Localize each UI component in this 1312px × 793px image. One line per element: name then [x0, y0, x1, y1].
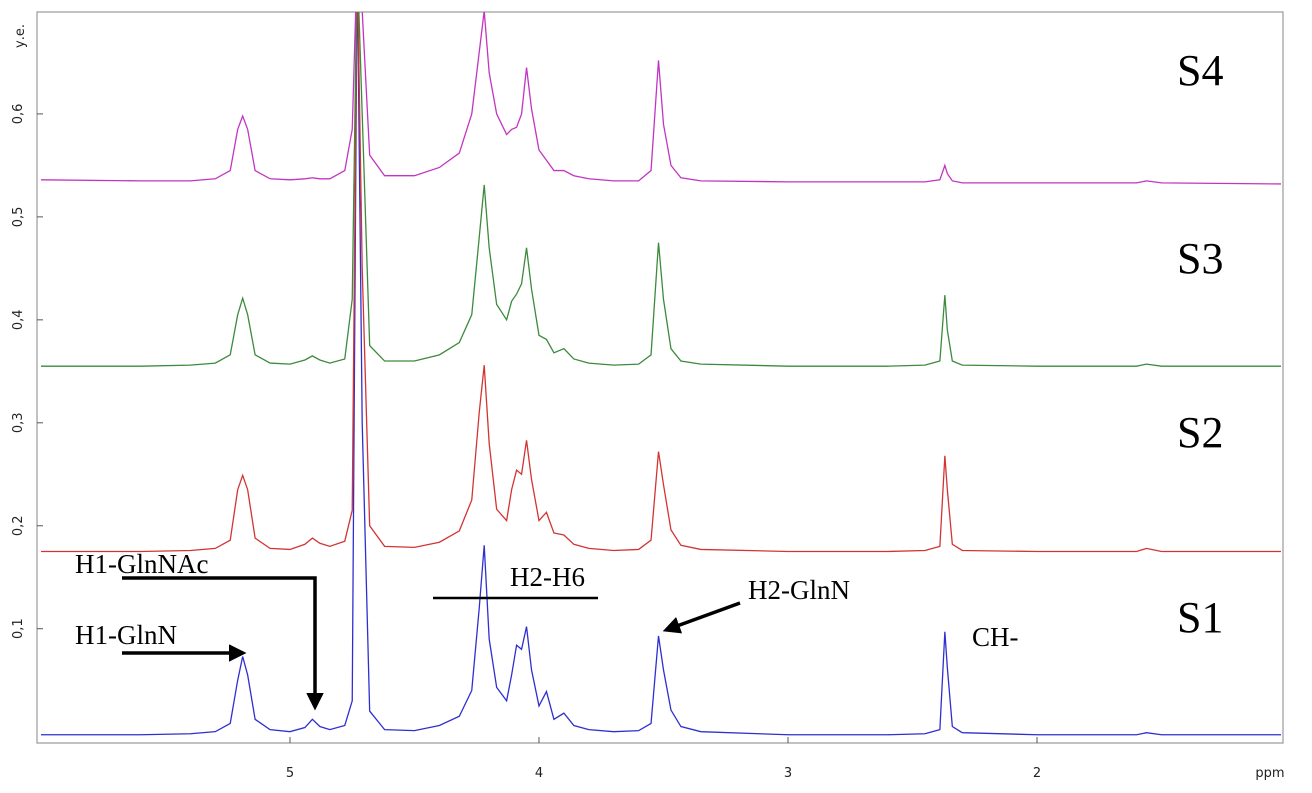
y-tick-label: 0,4 — [11, 309, 26, 330]
x-tick-label: 5 — [286, 766, 294, 781]
annotation: H1-GlnNAc — [75, 549, 208, 579]
y-tick-label: 0,3 — [11, 412, 26, 433]
plot-frame — [36, 11, 1284, 744]
legend-label: S3 — [1177, 234, 1223, 283]
spectrum-line — [40, 12, 1282, 736]
y-tick-label: 0,2 — [11, 515, 26, 536]
annotation: H2-H6 — [510, 562, 585, 592]
annotation: H1-GlnN — [75, 620, 177, 650]
y-axis-label: у.е. — [13, 24, 28, 48]
spectrum-line — [40, 12, 1282, 185]
y-tick-label: 0,5 — [11, 207, 26, 228]
spectra — [40, 12, 1282, 736]
y-tick-label: 0,1 — [11, 618, 26, 639]
legend-label: S1 — [1177, 593, 1223, 642]
annotation: CH- — [972, 622, 1019, 652]
x-axis-label: ppm — [1255, 766, 1284, 781]
annotation: H2-GlnN — [748, 575, 850, 605]
x-tick-label: 4 — [535, 766, 543, 781]
x-tick-label: 3 — [784, 766, 792, 781]
y-tick-label: 0,6 — [11, 104, 26, 125]
arrow — [122, 576, 324, 711]
arrow — [662, 601, 741, 634]
x-tick-label: 2 — [1033, 766, 1041, 781]
spectrum-line — [40, 12, 1282, 367]
legend-label: S4 — [1177, 46, 1223, 95]
spectrum-line — [40, 12, 1282, 553]
legend-label: S2 — [1177, 408, 1223, 457]
